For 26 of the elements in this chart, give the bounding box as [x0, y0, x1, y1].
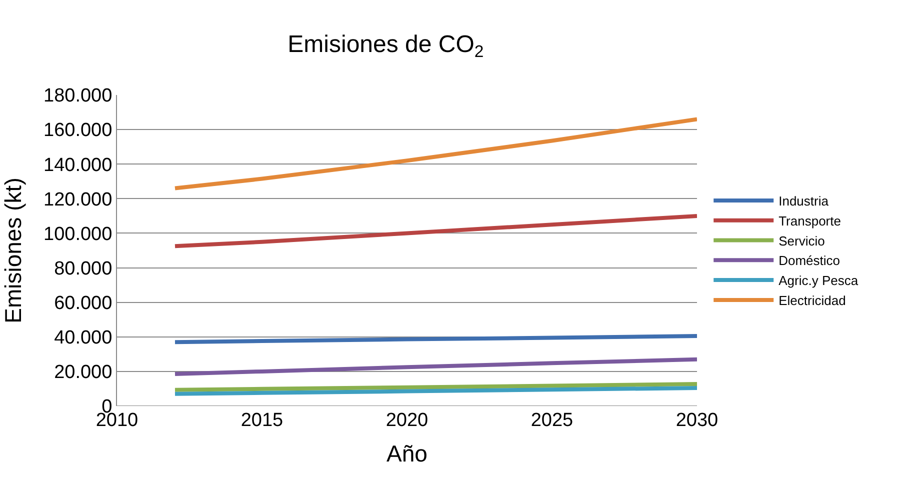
legend-label: Electricidad: [778, 293, 846, 308]
legend-label: Industria: [778, 194, 830, 209]
x-tick-label: 2020: [386, 410, 428, 431]
y-tick-label: 160.000: [44, 120, 112, 142]
y-tick-label: 100.000: [44, 224, 112, 245]
legend-label: Transporte: [778, 213, 841, 228]
legend-label: Servicio: [778, 233, 825, 248]
y-tick-label: 20.000: [54, 362, 112, 384]
line-series: [173, 214, 697, 248]
legend-label: Doméstico: [778, 253, 840, 268]
x-tick-label: 2030: [676, 410, 718, 431]
line-series: [173, 117, 697, 190]
y-tick-label: 140.000: [44, 154, 112, 176]
y-tick-label: 60.000: [54, 292, 112, 314]
line-series: [173, 357, 697, 376]
y-tick-label: 40.000: [54, 328, 112, 349]
x-tick-label: 2015: [240, 410, 284, 431]
y-tick-label: 180.000: [44, 86, 112, 107]
y-tick-label: 120.000: [44, 189, 112, 210]
chart-title: Emisiones de CO$_{2}$: [288, 31, 484, 62]
x-axis-title: Año: [386, 440, 428, 467]
y-tick-label: 80.000: [54, 258, 112, 280]
x-tick-label: 2025: [530, 410, 574, 431]
legend-label: Agric.y Pesca: [778, 273, 859, 288]
y-axis-title: Emisiones (kt): [0, 178, 26, 324]
line-series: [173, 334, 697, 344]
